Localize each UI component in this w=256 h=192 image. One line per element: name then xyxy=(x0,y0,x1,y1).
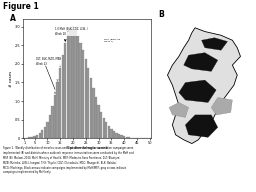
Bar xyxy=(64,43,67,138)
Polygon shape xyxy=(167,28,240,144)
Bar xyxy=(125,137,128,138)
Bar xyxy=(110,129,113,138)
Bar xyxy=(31,137,33,138)
Bar xyxy=(41,130,43,138)
Bar xyxy=(44,127,46,138)
Bar xyxy=(46,122,49,138)
Bar xyxy=(120,135,123,138)
Bar xyxy=(100,112,102,138)
Bar xyxy=(92,88,95,138)
Bar xyxy=(113,131,115,138)
Bar xyxy=(98,105,100,138)
Text: Figure 1: Figure 1 xyxy=(3,2,38,11)
Text: B: B xyxy=(158,10,164,19)
Bar xyxy=(61,55,64,138)
Bar xyxy=(95,97,97,138)
Bar xyxy=(59,68,61,138)
Bar xyxy=(72,27,74,138)
Bar xyxy=(26,137,28,138)
Bar xyxy=(77,36,79,138)
Bar xyxy=(79,43,82,138)
Text: MoH (Blantyre
Week ?): MoH (Blantyre Week ?) xyxy=(104,38,120,41)
Bar xyxy=(74,30,77,138)
Bar xyxy=(56,82,59,138)
Bar xyxy=(131,137,133,138)
Bar xyxy=(33,136,36,138)
Bar xyxy=(108,126,110,138)
Bar xyxy=(123,136,125,138)
Bar xyxy=(82,50,84,138)
Text: A: A xyxy=(10,14,16,23)
Text: Figure 1.  Weekly distribution of measles cases and time when the reactive vacci: Figure 1. Weekly distribution of measles… xyxy=(3,146,133,174)
Bar xyxy=(105,122,108,138)
Bar xyxy=(54,95,56,138)
Polygon shape xyxy=(211,98,232,115)
Y-axis label: # cases: # cases xyxy=(9,71,13,87)
Bar xyxy=(69,28,71,138)
Bar xyxy=(133,137,136,138)
Polygon shape xyxy=(184,53,218,71)
X-axis label: Epidemiologic week: Epidemiologic week xyxy=(67,146,108,150)
Text: DLT, BLK, MZO, MBB
Week 13: DLT, BLK, MZO, MBB Week 13 xyxy=(36,57,61,66)
Bar xyxy=(67,34,69,138)
Bar xyxy=(49,115,51,138)
Bar xyxy=(128,137,130,138)
Polygon shape xyxy=(179,80,216,103)
Bar xyxy=(118,134,120,138)
Bar xyxy=(28,137,30,138)
Bar xyxy=(84,59,87,138)
Bar xyxy=(36,135,38,138)
Polygon shape xyxy=(169,103,189,117)
Bar xyxy=(90,78,92,138)
Bar xyxy=(87,68,90,138)
Bar xyxy=(102,118,105,138)
Text: 1.0 MoH (BLK, CDZ, LLW...)
Week 18: 1.0 MoH (BLK, CDZ, LLW...) Week 18 xyxy=(55,27,88,36)
Bar xyxy=(51,106,54,138)
Polygon shape xyxy=(201,38,228,50)
Bar xyxy=(115,133,118,138)
Polygon shape xyxy=(185,115,218,137)
Bar xyxy=(38,133,41,138)
